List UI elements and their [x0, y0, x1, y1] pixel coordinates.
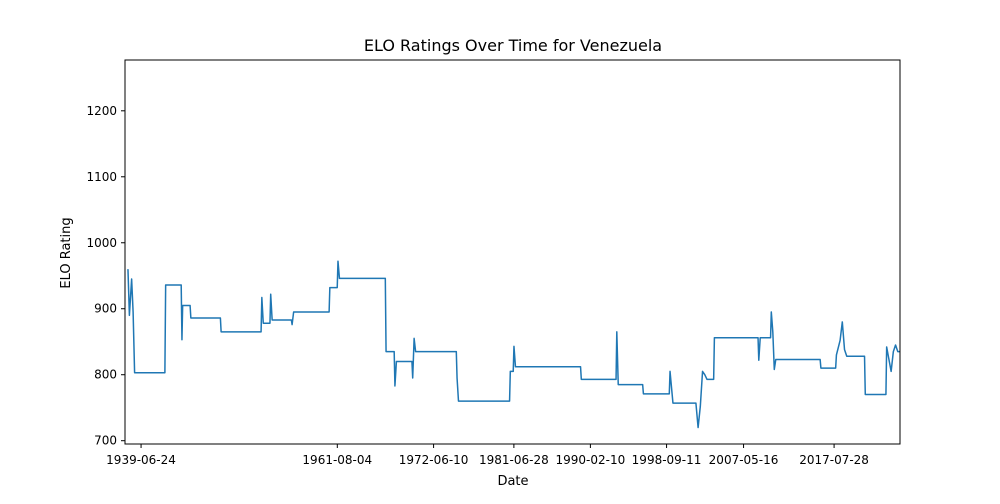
y-axis-label: ELO Rating [59, 217, 74, 288]
chart-title: ELO Ratings Over Time for Venezuela [364, 36, 662, 55]
elo-series-line [127, 260, 900, 429]
y-tick-label: 1000 [86, 236, 117, 250]
y-tick-label: 1200 [86, 104, 117, 118]
x-tick-label: 1990-02-10 [556, 453, 626, 467]
x-tick-label: 1998-09-11 [632, 453, 702, 467]
x-tick-label: 1972-06-10 [399, 453, 469, 467]
x-axis-ticks: 1939-06-24 1961-08-04 1972-06-10 1981-06-28… [106, 444, 869, 467]
x-tick-label: 1981-06-28 [479, 453, 549, 467]
plot-frame [124, 59, 901, 445]
y-tick-label: 1100 [86, 170, 117, 184]
y-tick-label: 700 [94, 434, 117, 448]
y-tick-label: 900 [94, 302, 117, 316]
x-axis-label: Date [497, 474, 528, 489]
series-group [127, 260, 900, 429]
x-tick-label: 2017-07-28 [799, 453, 869, 467]
x-tick-label: 1939-06-24 [106, 453, 176, 467]
x-tick-label: 2007-05-16 [709, 453, 779, 467]
x-tick-label: 1961-08-04 [302, 453, 372, 467]
y-axis-ticks: 700 800 900 1000 1100 1200 [86, 104, 125, 448]
y-tick-label: 800 [94, 368, 117, 382]
